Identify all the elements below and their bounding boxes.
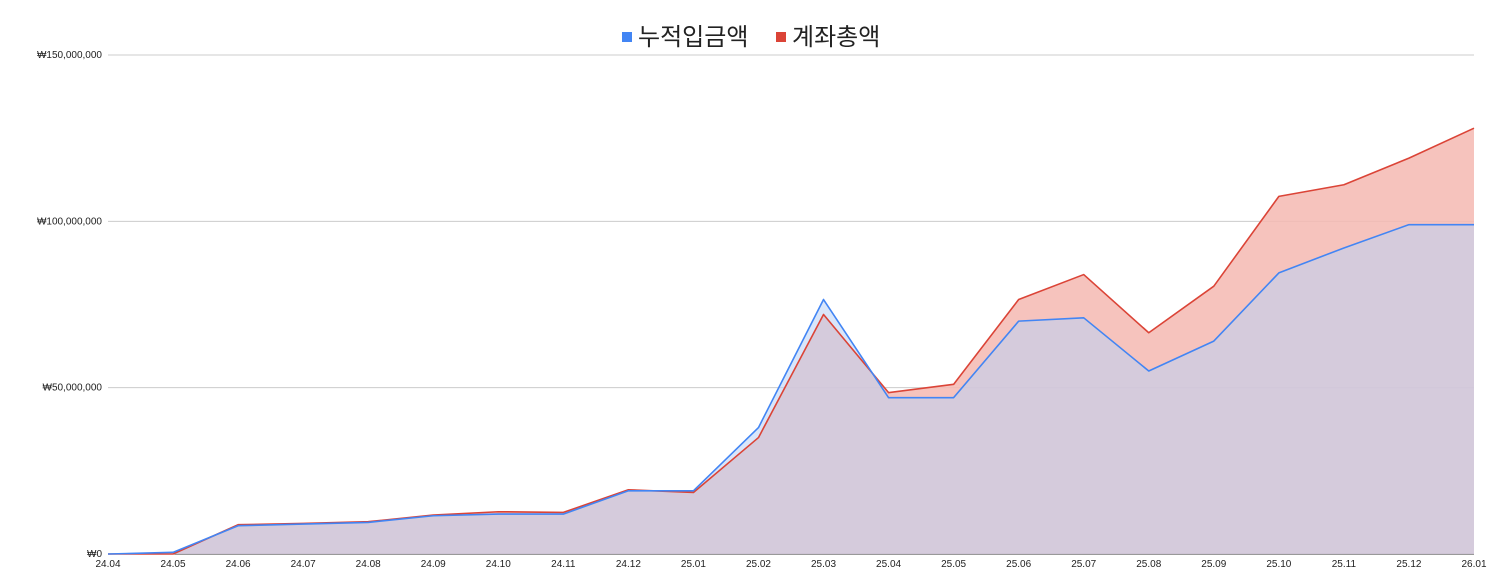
- x-tick-label: 25.06: [1006, 559, 1031, 570]
- x-tick-label: 25.02: [746, 559, 771, 570]
- y-tick-label: ₩100,000,000: [37, 216, 102, 227]
- x-tick-label: 25.11: [1332, 559, 1357, 570]
- series-lines: [107, 127, 1475, 555]
- x-tick-label: 24.09: [421, 559, 446, 570]
- y-axis-tick-labels: ₩0 ₩50,000,000 ₩100,000,000 ₩150,000,000: [37, 50, 103, 560]
- x-tick-label: 25.01: [681, 559, 706, 570]
- x-tick-label: 24.04: [95, 559, 120, 570]
- x-tick-label: 25.08: [1136, 559, 1161, 570]
- legend: 누적입금액 계좌총액: [622, 23, 880, 51]
- x-tick-label: 24.11: [551, 559, 576, 570]
- x-tick-label: 24.06: [226, 559, 251, 570]
- x-tick-label: 25.04: [876, 559, 901, 570]
- x-tick-label: 25.09: [1201, 559, 1226, 570]
- x-tick-label: 24.10: [486, 559, 511, 570]
- x-tick-label: 25.07: [1071, 559, 1096, 570]
- x-tick-label: 25.10: [1266, 559, 1291, 570]
- series-line-0: [107, 223, 1474, 555]
- x-tick-label: 24.08: [356, 559, 381, 570]
- y-tick-label: ₩150,000,000: [37, 50, 102, 61]
- legend-label-account-total: 계좌총액: [792, 23, 880, 51]
- legend-label-cumulative-deposit: 누적입금액: [638, 23, 748, 51]
- x-tick-label: 24.05: [161, 559, 186, 570]
- x-tick-label: 25.03: [811, 559, 836, 570]
- legend-swatch-account-total: [776, 32, 786, 42]
- x-tick-label: 26.01: [1461, 559, 1486, 570]
- series-areas: [108, 128, 1474, 555]
- x-tick-label: 24.12: [616, 559, 641, 570]
- x-tick-label: 24.07: [291, 559, 316, 570]
- y-tick-label: ₩0: [87, 549, 102, 560]
- x-axis-tick-labels: 24.04 24.05 24.06 24.07 24.08 24.09 24.10 24.11…: [95, 559, 1486, 570]
- x-tick-label: 25.05: [941, 559, 966, 570]
- legend-swatch-cumulative-deposit: [622, 32, 632, 42]
- y-tick-label: ₩50,000,000: [43, 383, 103, 394]
- x-tick-label: 25.12: [1396, 559, 1421, 570]
- series-area-0: [108, 224, 1474, 554]
